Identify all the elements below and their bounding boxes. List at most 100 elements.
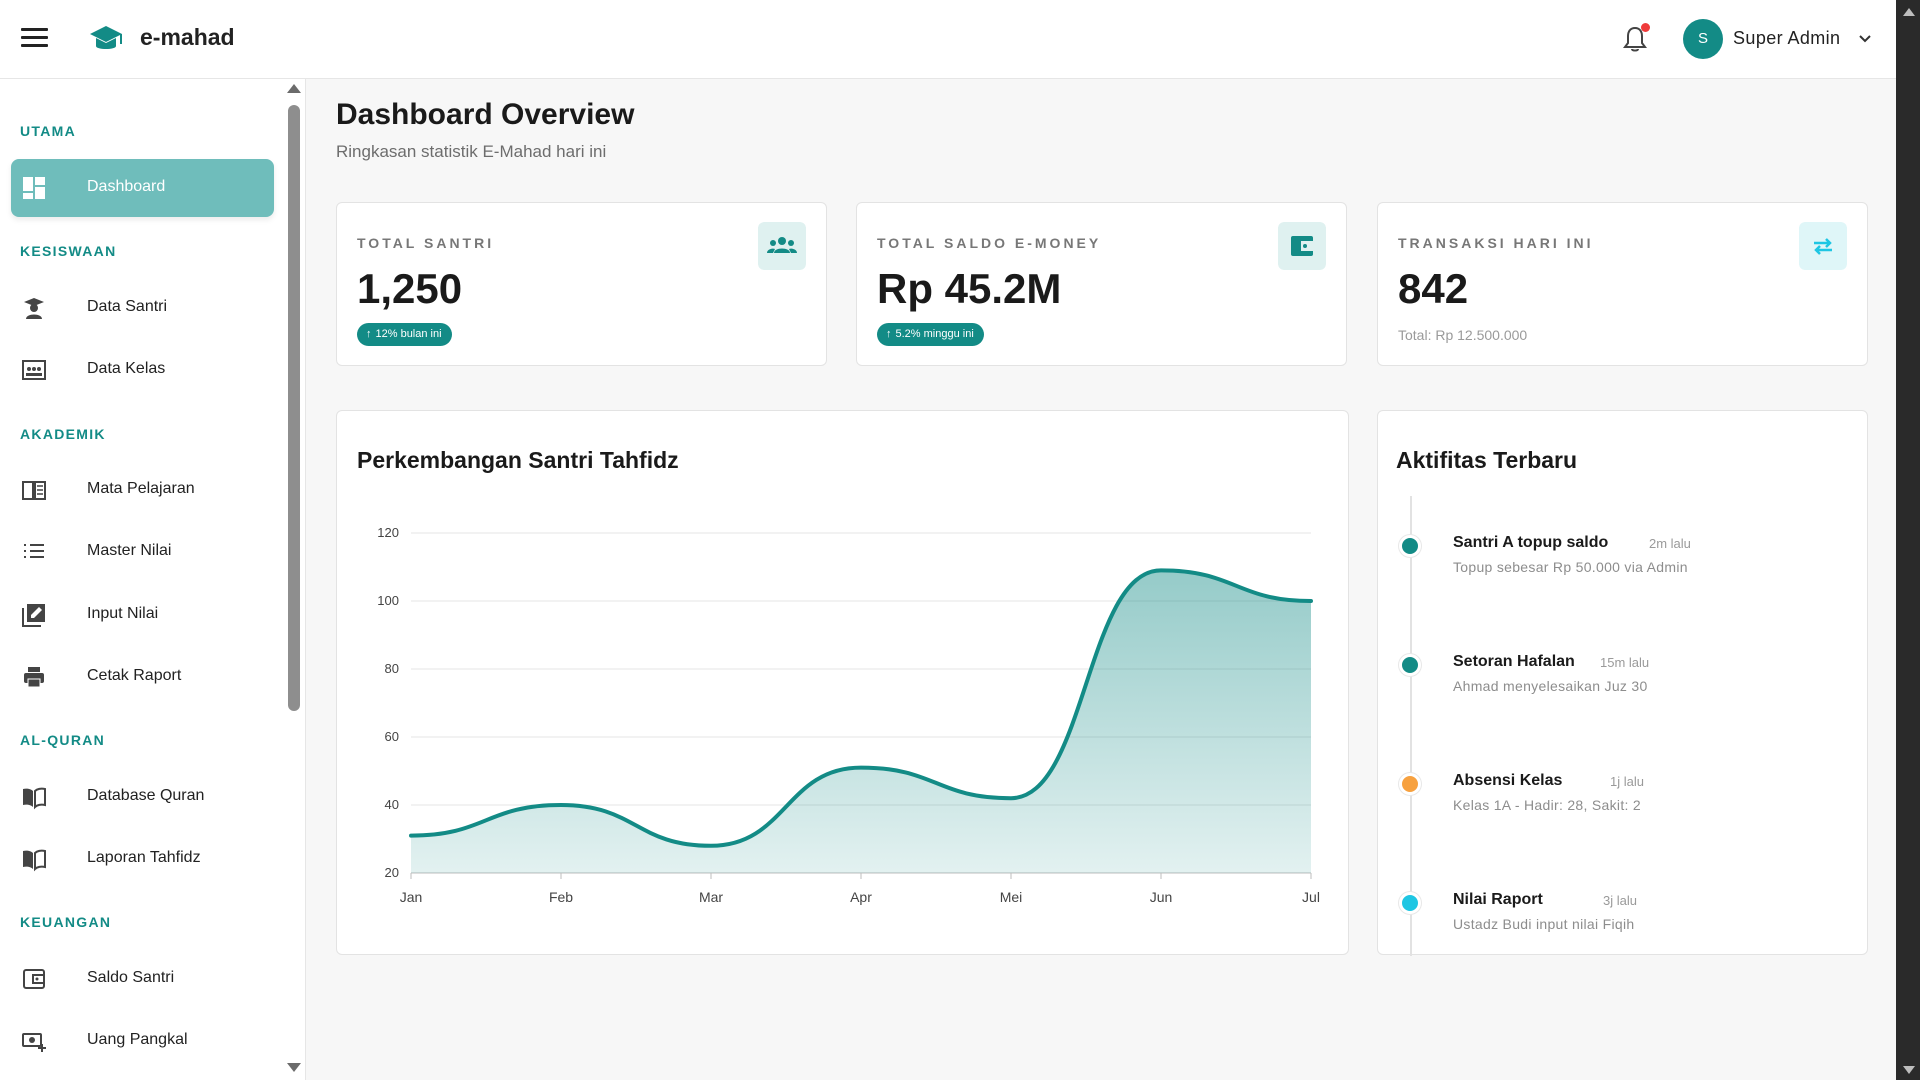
y-tick-label: 120 bbox=[377, 525, 399, 540]
user-name[interactable]: Super Admin bbox=[1733, 28, 1841, 48]
stat-value: 1,250 bbox=[357, 265, 463, 312]
quran-icon bbox=[23, 849, 46, 872]
activity-name: Setoran Hafalan bbox=[1453, 653, 1575, 670]
activity-item[interactable]: Setoran Hafalan 15m lalu Ahmad menyelesa… bbox=[1378, 646, 1869, 716]
arrow-up-icon: ↑ bbox=[886, 328, 892, 340]
edit-icon bbox=[22, 604, 45, 627]
sidebar-item-label: Laporan Tahfidz bbox=[87, 849, 201, 866]
page-subtitle: Ringkasan statistik E-Mahad hari ini bbox=[336, 142, 607, 161]
activity-card: Aktifitas Terbaru Santri A topup saldo 2… bbox=[1377, 410, 1869, 956]
section-title-utama: UTAMA bbox=[20, 123, 77, 139]
sidebar-scroll-up-icon[interactable] bbox=[287, 84, 301, 93]
stat-card-transaksi: TRANSAKSI HARI INI 842 Total: Rp 12.500.… bbox=[1377, 202, 1868, 366]
x-tick-label: Jan bbox=[400, 889, 423, 905]
stat-value: Rp 45.2M bbox=[877, 265, 1062, 312]
stat-badge: ↑ 12% bulan ini bbox=[357, 323, 452, 346]
y-tick-label: 40 bbox=[385, 797, 399, 812]
timeline-dot bbox=[1399, 654, 1421, 676]
timeline-line bbox=[1410, 496, 1412, 956]
sidebar: UTAMA Dashboard KESISWAAN Data Santri Da… bbox=[0, 79, 306, 1080]
activity-desc: Topup sebesar Rp 50.000 via Admin bbox=[1453, 559, 1688, 575]
section-title-al-quran: AL-QURAN bbox=[20, 732, 106, 748]
x-tick-label: Jul bbox=[1302, 889, 1320, 905]
stat-note: Total: Rp 12.500.000 bbox=[1398, 327, 1528, 343]
activity-time: 2m lalu bbox=[1649, 536, 1691, 551]
sidebar-item-mata-pelajaran[interactable]: Mata Pelajaran bbox=[11, 461, 274, 519]
chart-card: Perkembangan Santri Tahfidz 20 40 60 80 100 1… bbox=[336, 410, 1349, 955]
notification-bell-icon[interactable] bbox=[1620, 24, 1650, 54]
sidebar-item-laporan-tahfidz[interactable]: Laporan Tahfidz bbox=[11, 830, 274, 888]
y-tick-label: 20 bbox=[385, 865, 399, 880]
activity-item[interactable]: Santri A topup saldo 2m lalu Topup sebes… bbox=[1378, 527, 1869, 597]
print-icon bbox=[24, 667, 44, 688]
brand-name: e-mahad bbox=[140, 24, 235, 50]
page-scrollbar[interactable] bbox=[1896, 0, 1920, 1080]
users-icon bbox=[758, 222, 806, 270]
page-scroll-up-icon[interactable] bbox=[1903, 8, 1915, 16]
activity-desc: Kelas 1A - Hadir: 28, Sakit: 2 bbox=[1453, 797, 1641, 813]
sidebar-item-saldo-santri[interactable]: Saldo Santri bbox=[11, 950, 274, 1008]
timeline-dot bbox=[1399, 892, 1421, 914]
series-line bbox=[409, 568, 1313, 848]
activity-desc: Ahmad menyelesaikan Juz 30 bbox=[1453, 678, 1648, 694]
activity-name: Santri A topup saldo bbox=[1453, 534, 1609, 551]
class-icon bbox=[22, 360, 46, 380]
page-scroll-down-icon[interactable] bbox=[1903, 1066, 1915, 1074]
activity-item[interactable]: Nilai Raport 3j lalu Ustadz Budi input n… bbox=[1378, 884, 1869, 954]
timeline-dot bbox=[1399, 773, 1421, 795]
section-title-akademik: AKADEMIK bbox=[20, 426, 106, 442]
activity-title: Aktifitas Terbaru bbox=[1396, 447, 1578, 473]
stat-label: TOTAL SALDO E-MONEY bbox=[877, 235, 1102, 251]
y-tick-label: 60 bbox=[385, 729, 399, 744]
stat-value: 842 bbox=[1398, 265, 1469, 312]
area-chart: 20 40 60 80 100 120 Jan Feb Mar Apr Mei Jun Jul bbox=[377, 525, 1320, 905]
menu-toggle-icon[interactable] bbox=[21, 28, 48, 50]
sidebar-scroll-thumb[interactable] bbox=[288, 105, 300, 711]
sidebar-item-cetak-raport[interactable]: Cetak Raport bbox=[11, 648, 274, 706]
timeline-dot bbox=[1399, 535, 1421, 557]
sidebar-item-input-nilai[interactable]: Input Nilai bbox=[11, 586, 274, 644]
graduation-cap-icon bbox=[90, 26, 122, 49]
sidebar-item-label: Cetak Raport bbox=[87, 667, 182, 684]
activity-item[interactable]: Absensi Kelas 1j lalu Kelas 1A - Hadir: … bbox=[1378, 765, 1869, 835]
sidebar-item-label: Dashboard bbox=[87, 178, 166, 195]
sidebar-item-label: Input Nilai bbox=[87, 605, 159, 622]
activity-time: 15m lalu bbox=[1600, 655, 1650, 670]
sidebar-item-data-kelas[interactable]: Data Kelas bbox=[11, 341, 274, 399]
chevron-down-icon[interactable] bbox=[1858, 32, 1872, 46]
arrow-up-icon: ↑ bbox=[366, 328, 372, 340]
stat-label: TOTAL SANTRI bbox=[357, 235, 495, 251]
student-icon bbox=[24, 298, 44, 319]
sidebar-item-label: Uang Pangkal bbox=[87, 1031, 188, 1048]
page-title: Dashboard Overview bbox=[336, 98, 635, 131]
stat-badge: ↑ 5.2% minggu ini bbox=[877, 323, 984, 346]
avatar[interactable]: S bbox=[1683, 19, 1723, 59]
activity-desc: Ustadz Budi input nilai Fiqih bbox=[1453, 916, 1635, 932]
sidebar-item-data-santri[interactable]: Data Santri bbox=[11, 279, 274, 337]
stat-label: TRANSAKSI HARI INI bbox=[1398, 235, 1594, 251]
sidebar-item-label: Data Santri bbox=[87, 298, 168, 315]
list-icon bbox=[24, 544, 44, 558]
sidebar-item-label: Data Kelas bbox=[87, 360, 166, 377]
stat-card-total-saldo: TOTAL SALDO E-MONEY Rp 45.2M ↑ 5.2% mingg… bbox=[856, 202, 1347, 366]
top-bar: e-mahad S Super Admin bbox=[0, 0, 1896, 79]
sidebar-item-uang-pangkal[interactable]: Uang Pangkal bbox=[11, 1012, 274, 1070]
section-title-kesiswaan: KESISWAAN bbox=[20, 243, 117, 259]
money-add-icon bbox=[22, 1033, 46, 1052]
x-tick-label: Feb bbox=[549, 889, 573, 905]
chart-title: Perkembangan Santri Tahfidz bbox=[357, 447, 679, 473]
sidebar-scroll-down-icon[interactable] bbox=[287, 1063, 301, 1072]
sidebar-item-master-nilai[interactable]: Master Nilai bbox=[11, 523, 274, 581]
section-title-keuangan: KEUANGAN bbox=[20, 914, 112, 930]
sidebar-item-label: Mata Pelajaran bbox=[87, 480, 195, 497]
sidebar-item-dashboard[interactable]: Dashboard bbox=[11, 159, 274, 217]
sidebar-item-label: Master Nilai bbox=[87, 542, 172, 559]
sidebar-item-label: Database Quran bbox=[87, 787, 205, 804]
quran-icon bbox=[23, 787, 46, 810]
activity-name: Nilai Raport bbox=[1453, 891, 1543, 908]
activity-time: 1j lalu bbox=[1610, 774, 1644, 789]
wallet-icon bbox=[23, 969, 45, 989]
x-tick-label: Mar bbox=[699, 889, 723, 905]
sidebar-item-database-quran[interactable]: Database Quran bbox=[11, 768, 274, 826]
